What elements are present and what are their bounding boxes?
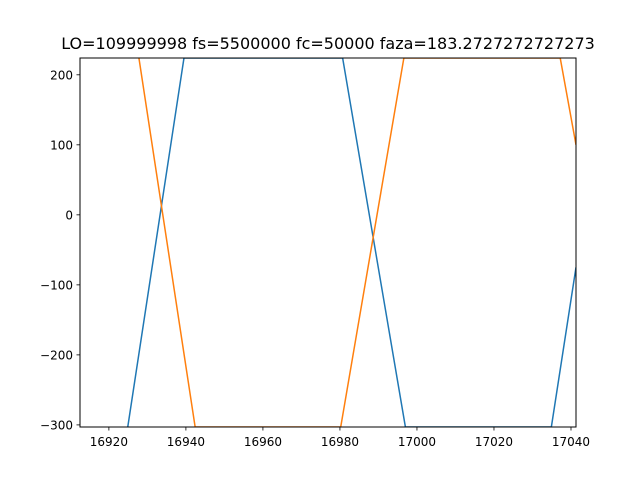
x-tick-label: 16940 bbox=[167, 435, 205, 449]
series-line-2 bbox=[138, 58, 576, 427]
x-tick-label: 17000 bbox=[398, 435, 436, 449]
x-tick-label: 16920 bbox=[90, 435, 128, 449]
y-tick-label: 0 bbox=[65, 208, 73, 222]
x-tick-label: 16980 bbox=[321, 435, 359, 449]
chart-title: LO=109999998 fs=5500000 fc=50000 faza=18… bbox=[61, 34, 595, 53]
y-tick-label: −300 bbox=[40, 418, 73, 432]
y-tick-label: −100 bbox=[40, 278, 73, 292]
plot-frame bbox=[79, 57, 577, 428]
x-tick-label: 17040 bbox=[552, 435, 590, 449]
series-group bbox=[127, 58, 576, 427]
y-tick-label: 200 bbox=[50, 68, 73, 82]
x-tick-label: 16960 bbox=[244, 435, 282, 449]
y-axis: −300 −200 −100 0 100 200 bbox=[40, 68, 80, 432]
y-tick-label: 100 bbox=[50, 138, 73, 152]
y-tick-label: −200 bbox=[40, 348, 73, 362]
x-tick-label: 17020 bbox=[475, 435, 513, 449]
x-axis: 16920 16940 16960 16980 17000 17020 17040 bbox=[90, 427, 590, 449]
series-line-1 bbox=[127, 58, 576, 427]
